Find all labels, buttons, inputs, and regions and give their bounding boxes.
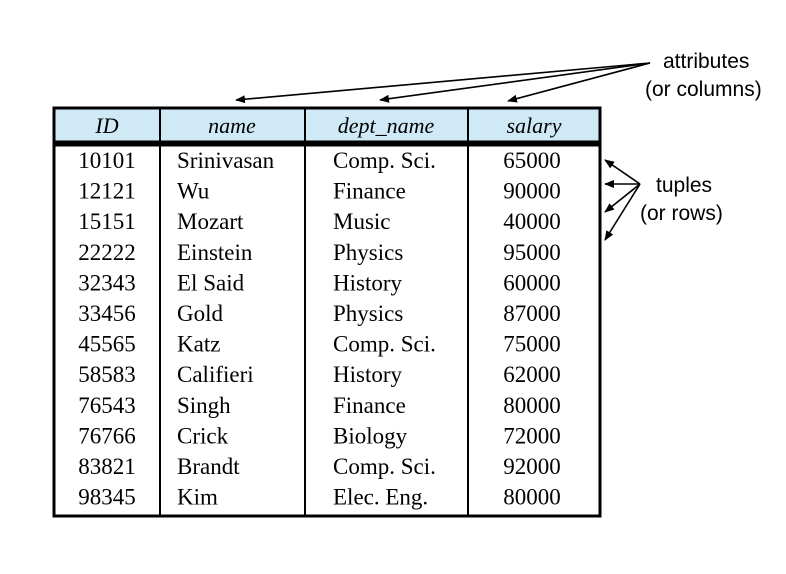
cell-salary: 62000 <box>503 362 561 387</box>
header-name: name <box>208 113 256 138</box>
arrow-to-dept-name <box>379 62 651 103</box>
table-row: 33456 Gold Physics 87000 <box>78 301 561 326</box>
arrow-to-row <box>604 159 641 185</box>
column-dividers <box>159 108 469 516</box>
cell-id: 76543 <box>78 393 136 418</box>
cell-salary: 95000 <box>503 240 561 265</box>
cell-name: Gold <box>177 301 224 326</box>
cell-dept-name: Finance <box>333 179 406 204</box>
attributes-sublabel: (or columns) <box>645 78 762 101</box>
cell-name: Mozart <box>177 209 244 234</box>
cell-salary: 40000 <box>503 209 561 234</box>
cell-id: 33456 <box>78 301 136 326</box>
cell-name: Califieri <box>177 362 254 387</box>
table-rows: 10101 Srinivasan Comp. Sci. 65000 12121 Wu Fin… <box>78 148 561 510</box>
header-id: ID <box>94 113 118 138</box>
cell-id: 98345 <box>78 485 136 510</box>
cell-salary: 72000 <box>503 423 561 448</box>
table-header-band <box>52 106 602 144</box>
table-row: 98345 Kim Elec. Eng. 80000 <box>78 485 561 510</box>
cell-id: 32343 <box>78 270 136 295</box>
cell-id: 10101 <box>78 148 136 173</box>
tuples-label: tuples <box>656 174 712 197</box>
cell-salary: 92000 <box>503 454 561 479</box>
cell-name: Srinivasan <box>177 148 275 173</box>
cell-dept-name: History <box>333 270 403 295</box>
cell-salary: 87000 <box>503 301 561 326</box>
cell-name: Singh <box>177 393 231 418</box>
cell-dept-name: Comp. Sci. <box>333 332 436 357</box>
table-body-border <box>52 143 602 518</box>
table-row: 15151 Mozart Music 40000 <box>78 209 561 234</box>
cell-name: Wu <box>177 179 210 204</box>
cell-dept-name: History <box>333 362 403 387</box>
header-salary: salary <box>507 113 562 138</box>
cell-name: El Said <box>177 270 245 295</box>
cell-dept-name: Comp. Sci. <box>333 454 436 479</box>
table-row: 76543 Singh Finance 80000 <box>78 393 561 418</box>
attributes-label: attributes <box>663 50 749 73</box>
cell-salary: 75000 <box>503 332 561 357</box>
cell-id: 15151 <box>78 209 136 234</box>
cell-salary: 65000 <box>503 148 561 173</box>
cell-dept-name: Comp. Sci. <box>333 148 436 173</box>
cell-dept-name: Elec. Eng. <box>333 485 428 510</box>
tuple-arrows <box>604 159 641 241</box>
arrow-to-name <box>235 62 651 104</box>
cell-id: 76766 <box>78 423 136 448</box>
cell-salary: 60000 <box>503 270 561 295</box>
table-row: 83821 Brandt Comp. Sci. 92000 <box>78 454 561 479</box>
table-row: 10101 Srinivasan Comp. Sci. 65000 <box>78 148 561 173</box>
cell-dept-name: Physics <box>333 301 403 326</box>
table-row: 32343 El Said History 60000 <box>78 270 561 295</box>
arrow-to-row <box>604 183 641 213</box>
cell-id: 83821 <box>78 454 136 479</box>
tuples-sublabel: (or rows) <box>640 202 723 225</box>
cell-salary: 80000 <box>503 393 561 418</box>
header-dept-name: dept_name <box>338 113 435 138</box>
cell-dept-name: Finance <box>333 393 406 418</box>
cell-id: 58583 <box>78 362 136 387</box>
table-row: 12121 Wu Finance 90000 <box>78 179 561 204</box>
cell-name: Einstein <box>177 240 253 265</box>
attribute-arrows <box>235 62 651 104</box>
table-row: 76766 Crick Biology 72000 <box>78 423 561 448</box>
cell-name: Crick <box>177 423 229 448</box>
cell-id: 45565 <box>78 332 136 357</box>
cell-id: 12121 <box>78 179 136 204</box>
cell-salary: 90000 <box>503 179 561 204</box>
table-row: 45565 Katz Comp. Sci. 75000 <box>78 332 561 357</box>
cell-salary: 80000 <box>503 485 561 510</box>
cell-dept-name: Music <box>333 209 391 234</box>
table-row: 22222 Einstein Physics 95000 <box>78 240 561 265</box>
cell-id: 22222 <box>78 240 136 265</box>
cell-dept-name: Physics <box>333 240 403 265</box>
arrow-to-row <box>604 183 641 241</box>
table-header: ID name dept_name salary <box>94 113 561 138</box>
cell-name: Brandt <box>177 454 240 479</box>
cell-name: Katz <box>177 332 220 357</box>
cell-dept-name: Biology <box>333 423 408 448</box>
cell-name: Kim <box>177 485 218 510</box>
arrow-to-salary <box>507 62 651 103</box>
table-row: 58583 Califieri History 62000 <box>78 362 561 387</box>
